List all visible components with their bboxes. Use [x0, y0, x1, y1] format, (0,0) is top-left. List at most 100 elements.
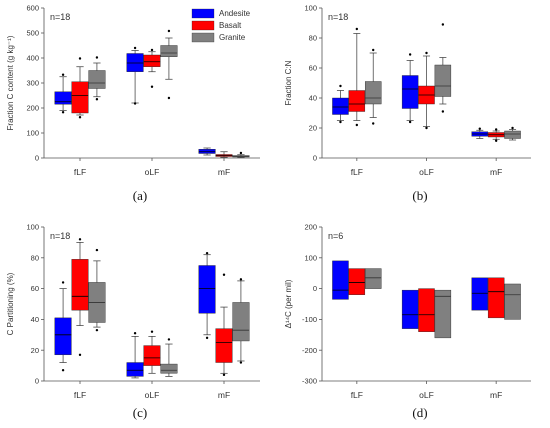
box-granite: [434, 64, 452, 97]
y-tick-label: 0: [313, 284, 317, 293]
y-axis-title: Δ¹⁴C (per mil): [284, 279, 293, 328]
y-tick-label: -100: [302, 315, 317, 324]
outlier-point: [239, 151, 243, 155]
y-tick-label: 80: [309, 34, 317, 43]
panel-d: -300 -200 -100 0 100 200 Δ¹⁴C (per mil) n=6 fLF o…: [284, 223, 531, 420]
outlier-point: [408, 53, 412, 56]
box-basalt: [348, 268, 366, 295]
y-axis-title: Fraction C content (g kg⁻¹): [6, 35, 15, 130]
outlier-point: [61, 281, 65, 284]
box-basalt: [71, 81, 89, 114]
box-granite: [88, 70, 106, 89]
panel-label: (d): [412, 405, 427, 420]
box-basalt: [487, 277, 505, 319]
y-tick-label: 100: [304, 4, 317, 13]
outlier-point: [78, 238, 82, 241]
x-category-label: oLF: [419, 390, 434, 400]
box-andesite: [54, 91, 72, 105]
box-granite: [504, 283, 521, 320]
outlier-point: [95, 248, 99, 252]
box-granite: [434, 289, 452, 339]
n-label: n=18: [328, 12, 348, 22]
outlier-point: [150, 330, 154, 333]
outlier-point: [511, 126, 514, 130]
outlier-point: [78, 116, 82, 119]
outlier-point: [167, 96, 171, 100]
y-axis-title: C Partitioning (%): [6, 272, 15, 335]
y-tick-label: 300: [26, 79, 39, 88]
legend-swatch-andesite: [191, 8, 215, 19]
outlier-point: [95, 98, 99, 101]
outlier-point: [425, 126, 428, 130]
box-andesite: [198, 265, 216, 314]
n-label: n=6: [328, 231, 343, 241]
y-tick-label: 100: [26, 223, 39, 232]
box-basalt: [418, 288, 435, 332]
y-tick-label: 0: [313, 154, 317, 163]
outlier-point: [239, 361, 243, 364]
box-andesite: [401, 289, 419, 329]
y-tick-label: 0: [35, 154, 39, 163]
y-axis-title: Fraction C:N: [284, 60, 293, 105]
outlier-point: [61, 73, 65, 76]
box-andesite: [332, 97, 349, 115]
y-tick-label: 100: [304, 253, 317, 262]
outlier-point: [61, 111, 65, 114]
outlier-point: [441, 23, 445, 26]
outlier-point: [222, 273, 226, 276]
outlier-point: [133, 102, 137, 105]
box-andesite: [126, 362, 144, 377]
outlier-point: [494, 139, 498, 142]
box-granite: [232, 302, 250, 342]
outlier-point: [339, 84, 342, 88]
outlier-point: [167, 29, 171, 33]
outlier-point: [95, 328, 99, 332]
box-granite: [364, 81, 382, 105]
outlier-point: [478, 127, 481, 130]
box-granite: [160, 45, 178, 57]
legend: Andesite Basalt Granite: [191, 8, 251, 43]
y-tick-label: -200: [302, 346, 317, 355]
x-category-label: oLF: [419, 167, 434, 177]
y-tick-label: 500: [26, 29, 39, 38]
panel-label: (a): [133, 188, 147, 203]
y-tick-label: 200: [304, 223, 317, 232]
y-tick-label: 600: [26, 4, 39, 13]
outlier-point: [167, 338, 171, 341]
box-basalt: [143, 345, 161, 366]
y-tick-label: 60: [309, 64, 317, 73]
y-tick-label: 20: [31, 346, 39, 355]
x-category-label: fLF: [74, 390, 86, 400]
outlier-point: [355, 27, 359, 31]
x-category-label: fLF: [74, 167, 86, 177]
box-basalt: [348, 90, 366, 112]
legend-label: Granite: [219, 33, 246, 42]
y-tick-label: -300: [302, 377, 317, 386]
box-basalt: [143, 54, 161, 67]
y-tick-label: 60: [31, 284, 39, 293]
outlier-point: [205, 336, 209, 340]
outlier-point: [494, 128, 498, 131]
legend-label: Andesite: [219, 9, 251, 18]
outlier-point: [355, 123, 359, 127]
y-tick-label: 400: [26, 54, 39, 63]
x-category-label: fLF: [351, 390, 363, 400]
legend-swatch-basalt: [191, 20, 215, 31]
panel-c: 0 20 40 60 80 100 C Partitioning (%) n=18 fLF oLF…: [6, 223, 260, 420]
outlier-point: [150, 48, 154, 52]
y-tick-label: 0: [35, 377, 39, 386]
box-andesite: [332, 260, 349, 300]
y-tick-label: 40: [309, 94, 317, 103]
outlier-point: [133, 46, 137, 50]
box-basalt: [71, 259, 89, 311]
panel-a: 0 100 200 300 400 500 600 Fraction C content (g…: [6, 4, 260, 203]
outlier-point: [372, 122, 375, 125]
outlier-point: [408, 120, 412, 124]
y-tick-label: 200: [26, 104, 39, 113]
x-category-label: oLF: [145, 390, 160, 400]
box-basalt: [215, 328, 233, 363]
outlier-point: [205, 251, 209, 255]
n-label: n=18: [50, 12, 70, 22]
outlier-point: [372, 48, 375, 52]
